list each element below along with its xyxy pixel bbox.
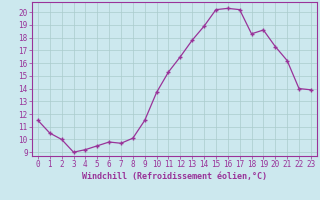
X-axis label: Windchill (Refroidissement éolien,°C): Windchill (Refroidissement éolien,°C) (82, 172, 267, 181)
